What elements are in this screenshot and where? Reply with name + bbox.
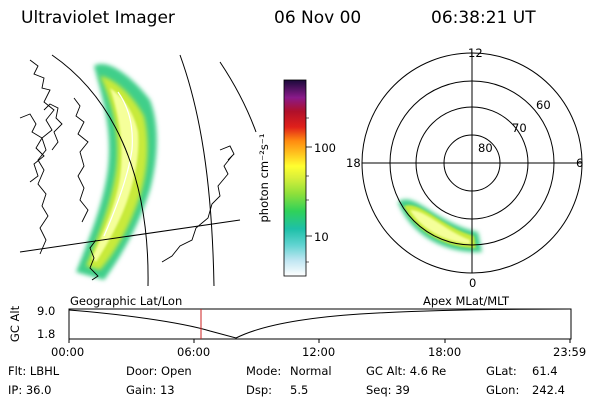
- gain-info: Gain: 13: [126, 383, 175, 397]
- alt-tick-9: 9.0: [37, 304, 56, 318]
- intensity-colorbar: [283, 79, 312, 277]
- geographic-map: [19, 54, 257, 287]
- geographic-panel-label: Geographic Lat/Lon: [70, 294, 183, 308]
- glon-value: 242.4: [532, 383, 565, 397]
- date-label: 06 Nov 00: [274, 8, 362, 28]
- seq-info: Seq: 39: [366, 383, 410, 397]
- glon-label: GLon:: [486, 383, 520, 397]
- instrument-title: Ultraviolet Imager: [21, 8, 175, 28]
- time-tick-1800: 18:00: [428, 345, 462, 359]
- mode-label: Mode:: [246, 364, 282, 378]
- dsp-value: 5.5: [290, 383, 309, 397]
- time-tick-1200: 12:00: [302, 345, 336, 359]
- time-tick-2359: 23:59: [553, 345, 587, 359]
- gc-alt-axis-label: GC Alt: [8, 305, 22, 343]
- mlt-label-6: 6: [576, 156, 584, 170]
- time-tick-0600: 06:00: [177, 345, 211, 359]
- door-info: Door: Open: [126, 364, 192, 378]
- mode-value: Normal: [290, 364, 332, 378]
- glat-value: 61.4: [532, 364, 558, 378]
- colorbar-tick-100: 100: [314, 141, 336, 155]
- apex-panel-label: Apex MLat/MLT: [423, 294, 510, 308]
- gc-alt-info: GC Alt: 4.6 Re: [366, 364, 447, 378]
- mlat-label-80: 80: [478, 141, 493, 155]
- filter-info: Flt: LBHL: [8, 364, 60, 378]
- ip-info: IP: 36.0: [8, 383, 52, 397]
- altitude-time-plot: [68, 308, 572, 343]
- alt-tick-1-8: 1.8: [37, 327, 56, 341]
- colorbar-unit-label: photon cm⁻²s⁻¹: [257, 133, 271, 223]
- mlt-label-12: 12: [468, 46, 483, 60]
- colorbar-tick-10: 10: [314, 230, 329, 244]
- mlt-label-0: 0: [469, 276, 477, 290]
- mlt-label-18: 18: [346, 156, 361, 170]
- time-label: 06:38:21 UT: [431, 8, 536, 28]
- dsp-label: Dsp:: [246, 383, 273, 397]
- time-tick-0000: 00:00: [51, 345, 85, 359]
- mlat-label-60: 60: [536, 98, 551, 112]
- polar-mlat-mlt-plot: [361, 52, 583, 274]
- glat-label: GLat:: [486, 364, 517, 378]
- mlat-label-70: 70: [512, 121, 527, 135]
- altitude-curve: [68, 308, 572, 339]
